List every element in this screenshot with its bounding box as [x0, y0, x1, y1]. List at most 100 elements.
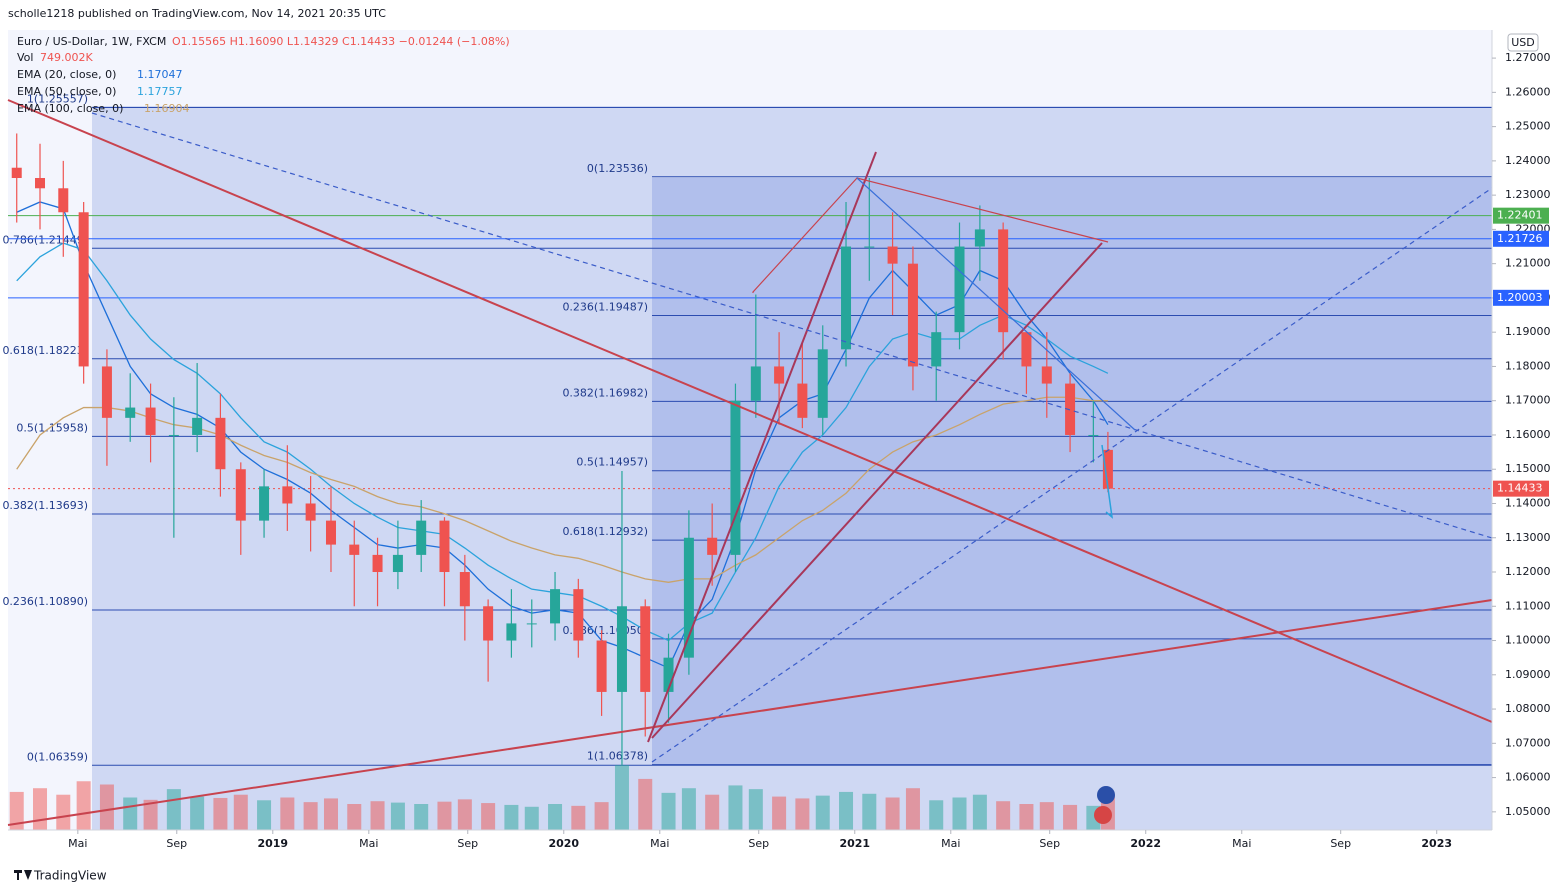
volume-bar [638, 778, 653, 830]
candle-body [550, 589, 561, 624]
volume-bar [437, 801, 452, 830]
candle-body [35, 178, 46, 189]
volume-bar [972, 794, 987, 830]
candle-body [325, 520, 336, 545]
candle-body [774, 366, 785, 384]
trend-line [7, 599, 1493, 826]
volume-bar [143, 799, 158, 830]
candle-body [372, 554, 383, 573]
candle-body [797, 383, 808, 418]
candle-body [817, 349, 828, 418]
drawings [7, 99, 1493, 826]
volume-bar [1063, 804, 1078, 830]
candle-body [640, 606, 651, 692]
volume-bar [504, 804, 519, 830]
candle-body [416, 520, 427, 555]
y-tick-label: 1.26000 [1505, 85, 1551, 98]
y-tick-label: 1.13000 [1505, 531, 1551, 544]
candle-body [887, 246, 898, 264]
currency-label: USD [1511, 36, 1535, 49]
event-icon[interactable] [1094, 806, 1112, 824]
y-tick-label: 1.18000 [1505, 359, 1551, 372]
projection-line [856, 177, 1136, 431]
legend-symbol: Euro / US-Dollar, 1W, FXCM [17, 35, 166, 48]
y-tick-label: 1.17000 [1505, 394, 1551, 407]
volume-bar [1019, 804, 1034, 830]
candle-body [235, 469, 246, 521]
fib-label: 0.382(1.16982) [562, 386, 648, 399]
volume-bar [1039, 802, 1054, 830]
y-tick-label: 1.23000 [1505, 188, 1551, 201]
price-badge-label: 1.20003 [1497, 291, 1543, 304]
volume-bar [952, 797, 967, 830]
volume-bar [594, 802, 609, 830]
fib-label: 0(1.23536) [587, 162, 648, 175]
x-tick-label: Sep [1039, 837, 1060, 850]
y-tick-label: 1.21000 [1505, 257, 1551, 270]
x-tick-label: 2021 [839, 837, 870, 850]
trend-line [651, 242, 1103, 739]
volume-bar [323, 798, 338, 830]
volume-bar [571, 805, 586, 830]
x-tick-label: 2022 [1130, 837, 1161, 850]
y-tick-label: 1.09000 [1505, 668, 1551, 681]
y-tick-label: 1.24000 [1505, 154, 1551, 167]
volume-bar [257, 800, 272, 830]
y-tick-label: 1.05000 [1505, 805, 1551, 818]
price-badge-label: 1.14433 [1497, 482, 1543, 495]
y-tick-label: 1.25000 [1505, 120, 1551, 133]
price-badge [1493, 289, 1549, 306]
legend-ema-value: 1.17757 [137, 85, 183, 98]
y-tick-label: 1.10000 [1505, 634, 1551, 647]
volume-bar [280, 797, 295, 830]
volume-bar [905, 788, 920, 830]
y-tick-label: 1.19000 [1505, 325, 1551, 338]
x-tick-label: Sep [166, 837, 187, 850]
candle-body [125, 407, 136, 418]
y-tick-label: 1.06000 [1505, 771, 1551, 784]
logo [14, 870, 32, 880]
volume-bar [862, 793, 877, 830]
legend-ema-name: EMA (50, close, 0) [17, 85, 116, 98]
candle-body [954, 246, 965, 333]
volume-bar [748, 789, 763, 830]
candle-body [439, 520, 450, 573]
candle-body [1065, 383, 1076, 435]
legend-ema-value: 1.16904 [144, 102, 190, 115]
candle-body [616, 606, 627, 692]
trend-line [7, 99, 1493, 723]
currency-button[interactable] [1507, 33, 1539, 52]
candle-body [506, 623, 517, 641]
fib-label: 0.786(1.21449) [2, 233, 88, 246]
candle-body [58, 188, 69, 213]
volume-bar [370, 801, 385, 830]
volume-bar [996, 801, 1011, 830]
candle-body [1021, 332, 1032, 367]
candle-body [663, 657, 674, 692]
volume-bar [414, 804, 429, 830]
volume-bar [772, 796, 787, 830]
legend-volume-label: Vol [17, 51, 33, 64]
candle-body [841, 246, 852, 350]
candle-body [931, 332, 942, 367]
event-icon[interactable] [1097, 786, 1115, 804]
fib-label: 0.618(1.18223) [2, 344, 88, 357]
volume-bar [390, 802, 405, 830]
y-tick-label: 1.16000 [1505, 428, 1551, 441]
volume-bar [233, 794, 248, 830]
volume-bar [190, 796, 205, 830]
candle-body [1102, 449, 1113, 489]
volume-bar [815, 795, 830, 830]
price-badge-label: 1.21726 [1497, 232, 1543, 245]
volume-bar [728, 785, 743, 830]
candle-body [573, 589, 584, 641]
volume-bar [33, 788, 48, 830]
x-tick-label: Mai [650, 837, 669, 850]
published-text: scholle1218 published on TradingView.com… [8, 7, 386, 20]
candle-body [864, 246, 875, 248]
candle-body [349, 544, 360, 555]
candle-body [730, 400, 741, 555]
candle-body [1041, 366, 1052, 384]
fib-label: 1(1.06378) [587, 750, 648, 763]
y-tick-label: 1.27000 [1505, 51, 1551, 64]
